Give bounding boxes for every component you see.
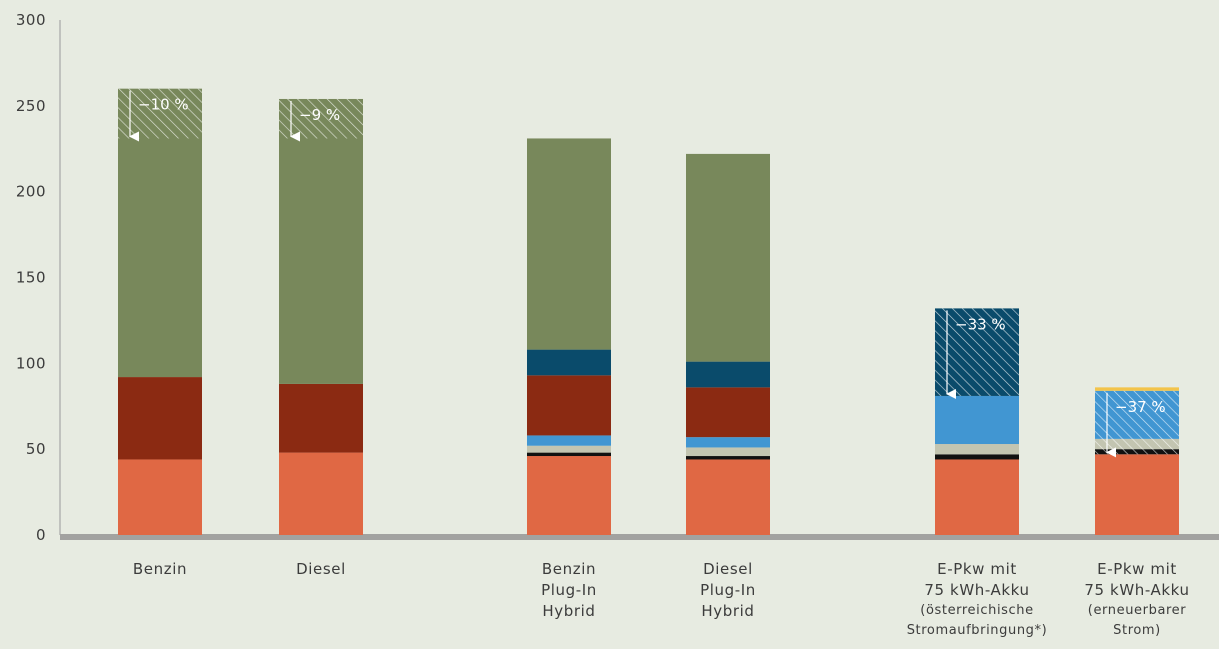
bar-segment	[279, 383, 363, 453]
reduction-label: −10 %	[138, 96, 189, 114]
bar-segment	[935, 459, 1019, 535]
x-axis-baseline	[60, 534, 1219, 540]
y-tick-label: 100	[16, 354, 46, 372]
bar-segment	[686, 361, 770, 388]
reduction-hatch	[1095, 390, 1179, 455]
category-label-line: Diesel	[703, 560, 753, 578]
category-labels: Benzin Diesel Benzin Plug-In Hybrid Diesel Plu…	[133, 560, 1189, 638]
reduction-label: −33 %	[955, 315, 1006, 333]
bar-segment	[686, 459, 770, 535]
bar-segment	[1095, 387, 1179, 391]
bar-segment	[118, 377, 202, 460]
category-label: Benzin	[133, 560, 187, 578]
category-label: Diesel	[296, 560, 346, 578]
y-tick-label: 50	[26, 440, 46, 458]
bar-segment	[935, 454, 1019, 460]
bar-stack: −37 %	[1095, 387, 1179, 535]
bar-stack	[527, 138, 611, 535]
bar-segment	[686, 437, 770, 448]
axis-layer: 0 50 100 150 200 250 300	[16, 11, 1219, 544]
bar-segment	[1095, 454, 1179, 535]
bar-segment	[527, 452, 611, 457]
bar-segment	[686, 153, 770, 362]
bar-segment	[935, 395, 1019, 445]
bar-stack	[686, 153, 770, 535]
bar-segment	[527, 435, 611, 446]
category-label-line: 75 kWh-Akku	[1084, 581, 1189, 599]
bars-layer: −10 % −9 % −33 % −37 %	[118, 88, 1179, 535]
bar-stack: −10 %	[118, 88, 202, 535]
y-tick-label: 0	[36, 526, 46, 544]
category-label-note: (österreichische	[920, 603, 1033, 618]
bar-segment	[527, 456, 611, 535]
y-tick-label: 250	[16, 97, 46, 115]
bar-segment	[686, 456, 770, 460]
category-label-line: Benzin	[542, 560, 596, 578]
category-label-line: Diesel	[296, 560, 346, 578]
y-tick-label: 200	[16, 183, 46, 201]
category-label-line: E-Pkw mit	[1097, 560, 1177, 578]
bar-segment	[279, 98, 363, 384]
category-label: E-Pkw mit 75 kWh-Akku (österreichische Stro…	[907, 560, 1048, 638]
bar-segment	[686, 387, 770, 438]
reduction-hatch	[118, 88, 202, 139]
bar-stack: −9 %	[279, 98, 363, 535]
bar-segment	[527, 349, 611, 376]
category-label-note: Strom)	[1113, 623, 1161, 638]
reduction-label: −9 %	[299, 106, 340, 124]
bar-segment	[527, 375, 611, 436]
bar-segment	[527, 445, 611, 453]
category-label-note: (erneuerbarer	[1088, 603, 1186, 618]
y-tick-label: 300	[16, 11, 46, 29]
category-label-line: Hybrid	[701, 602, 754, 620]
bar-segment	[279, 452, 363, 535]
bar-stack: −33 %	[935, 308, 1019, 535]
category-label: Diesel Plug-In Hybrid	[700, 560, 756, 620]
category-label-line: 75 kWh-Akku	[924, 581, 1029, 599]
category-label-note: Stromaufbringung*)	[907, 623, 1048, 638]
bar-segment	[527, 138, 611, 350]
y-tick-label: 150	[16, 269, 46, 287]
category-label-line: Benzin	[133, 560, 187, 578]
reduction-hatch	[935, 308, 1019, 396]
category-label: Benzin Plug-In Hybrid	[541, 560, 597, 620]
category-label-line: Hybrid	[542, 602, 595, 620]
bar-segment	[686, 447, 770, 457]
reduction-label: −37 %	[1115, 398, 1166, 416]
category-label: E-Pkw mit 75 kWh-Akku (erneuerbarer Strom)	[1084, 560, 1189, 638]
category-label-line: E-Pkw mit	[937, 560, 1017, 578]
bar-segment	[935, 444, 1019, 455]
bar-segment	[118, 459, 202, 535]
category-label-line: Plug-In	[541, 581, 597, 599]
category-label-line: Plug-In	[700, 581, 756, 599]
